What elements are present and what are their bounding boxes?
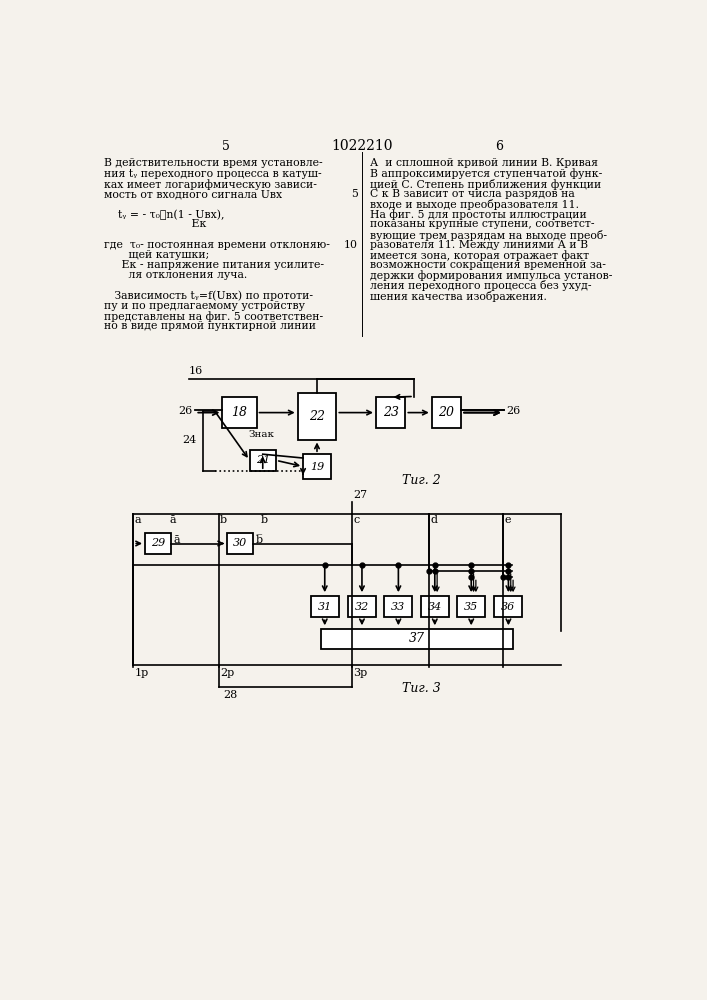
Text: c: c (354, 515, 360, 525)
Text: 26: 26 (506, 406, 520, 416)
Bar (321, 629, 513, 649)
Text: e: e (505, 515, 511, 525)
Text: 1022210: 1022210 (331, 139, 392, 153)
Text: 3р: 3р (354, 668, 368, 678)
Text: но в виде прямой пунктирной линии: но в виде прямой пунктирной линии (104, 321, 316, 331)
Text: 6: 6 (495, 140, 503, 153)
Text: 16: 16 (189, 366, 204, 376)
Text: А  и сплошной кривой линии В. Кривая: А и сплошной кривой линии В. Кривая (370, 158, 598, 168)
Text: b̅: b̅ (256, 535, 263, 545)
Text: разователя 11. Между линиями А и В: разователя 11. Между линиями А и В (370, 240, 588, 250)
Bar (223, 397, 257, 428)
Text: ля отклонения луча.: ля отклонения луча. (104, 270, 247, 280)
Text: пу и по предлагаемому устройству: пу и по предлагаемому устройству (104, 301, 305, 311)
Text: b: b (220, 515, 227, 525)
Text: 30: 30 (233, 538, 247, 548)
Text: Τиг. 2: Τиг. 2 (402, 474, 441, 487)
Bar (250, 450, 276, 471)
Text: 33: 33 (391, 602, 406, 612)
Text: Eк: Eк (104, 219, 206, 229)
Text: a: a (135, 515, 141, 525)
Text: мость от входного сигнала Uвх: мость от входного сигнала Uвх (104, 189, 282, 199)
Text: вующие трем разрядам на выходе преоб-: вующие трем разрядам на выходе преоб- (370, 230, 607, 241)
Text: представлены на фиг. 5 соответствен-: представлены на фиг. 5 соответствен- (104, 311, 323, 322)
Text: В аппроксимируется ступенчатой функ-: В аппроксимируется ступенчатой функ- (370, 169, 603, 179)
Text: Τиг. 3: Τиг. 3 (402, 682, 441, 695)
Text: 26: 26 (178, 406, 192, 416)
Text: ках имеет логарифмическую зависи-: ках имеет логарифмическую зависи- (104, 179, 317, 190)
Text: С к В зависит от числа разрядов на: С к В зависит от числа разрядов на (370, 189, 575, 199)
Text: возможности сокращения временной за-: возможности сокращения временной за- (370, 260, 607, 270)
Bar (376, 397, 405, 428)
Text: 2р: 2р (220, 668, 235, 678)
Text: 24: 24 (182, 435, 197, 445)
Text: 1р: 1р (135, 668, 149, 678)
Text: В действительности время установле-: В действительности время установле- (104, 158, 322, 168)
Text: tᵧ = - τ₀ℓn(1 - Uвх),: tᵧ = - τ₀ℓn(1 - Uвх), (104, 209, 224, 220)
Text: 31: 31 (317, 602, 332, 612)
Bar (227, 533, 253, 554)
Text: На фиг. 5 для простоты иллюстрации: На фиг. 5 для простоты иллюстрации (370, 209, 588, 220)
Bar (303, 454, 331, 479)
Text: 35: 35 (464, 602, 479, 612)
Text: 21: 21 (256, 455, 270, 465)
Text: 34: 34 (428, 602, 442, 612)
Text: b̅: b̅ (261, 515, 269, 525)
Bar (311, 596, 339, 617)
Text: Знак: Знак (248, 430, 274, 439)
Text: d: d (431, 515, 438, 525)
Bar (432, 397, 461, 428)
Text: ā: ā (170, 515, 176, 525)
Text: где  τ₀- постоянная времени отклоняю-: где τ₀- постоянная времени отклоняю- (104, 240, 329, 250)
Text: 5: 5 (221, 140, 230, 153)
Text: цией С. Степень приближения функции: цией С. Степень приближения функции (370, 179, 602, 190)
Text: 10: 10 (344, 240, 358, 250)
Text: ления переходного процесса без ухуд-: ления переходного процесса без ухуд- (370, 280, 592, 291)
Text: 5: 5 (351, 189, 358, 199)
Text: входе и выходе преобразователя 11.: входе и выходе преобразователя 11. (370, 199, 580, 210)
Text: показаны крупные ступени, соответст-: показаны крупные ступени, соответст- (370, 219, 595, 229)
Bar (145, 533, 171, 554)
Text: 29: 29 (151, 538, 165, 548)
Bar (421, 596, 449, 617)
Text: 32: 32 (355, 602, 369, 612)
Text: 19: 19 (310, 462, 324, 472)
Text: шения качества изображения.: шения качества изображения. (370, 291, 547, 302)
Text: 20: 20 (438, 406, 455, 419)
Text: Eк - напряжение питания усилите-: Eк - напряжение питания усилите- (104, 260, 324, 270)
Text: 37: 37 (409, 632, 425, 645)
Text: 22: 22 (309, 410, 325, 423)
Text: имеется зона, которая отражает факт: имеется зона, которая отражает факт (370, 250, 590, 261)
Text: 18: 18 (231, 406, 247, 419)
Text: Зависимость tᵧ=f(Uвх) по прототи-: Зависимость tᵧ=f(Uвх) по прототи- (104, 291, 313, 301)
Text: 36: 36 (501, 602, 515, 612)
Text: ā: ā (174, 535, 180, 545)
Bar (494, 596, 522, 617)
Text: 27: 27 (354, 490, 368, 500)
Bar (348, 596, 376, 617)
Text: ния tᵧ переходного процесса в катуш-: ния tᵧ переходного процесса в катуш- (104, 169, 322, 179)
Text: щей катушки;: щей катушки; (104, 250, 209, 260)
Text: 28: 28 (223, 690, 238, 700)
Text: 23: 23 (382, 406, 399, 419)
Bar (385, 596, 412, 617)
Bar (457, 596, 485, 617)
Text: держки формирования импульса установ-: держки формирования импульса установ- (370, 270, 613, 281)
Bar (298, 393, 337, 440)
